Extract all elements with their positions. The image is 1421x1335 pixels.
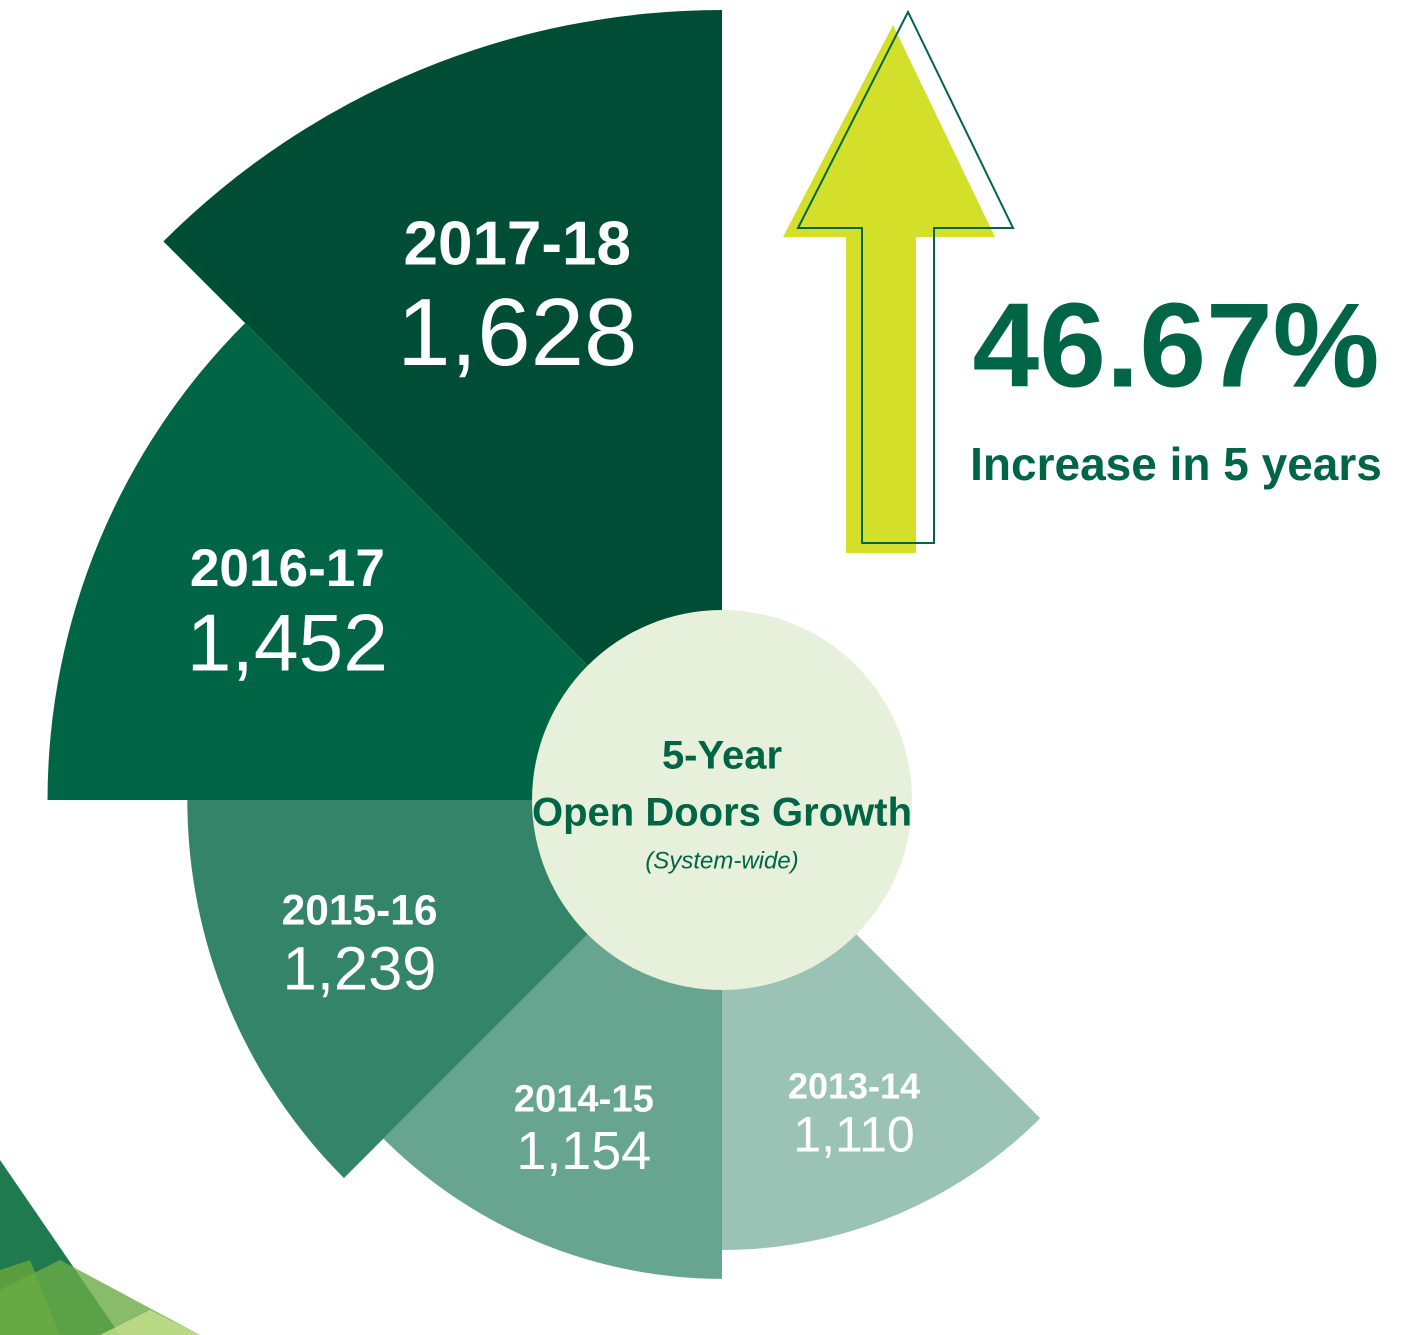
category-label: 2017-18 [403, 209, 631, 278]
wedge [47, 323, 722, 800]
annotation-value: 46.67% [973, 279, 1380, 413]
corner-shape [100, 1310, 200, 1335]
category-label: 2013-14 [788, 1065, 920, 1106]
annotation-caption: Increase in 5 years [970, 438, 1382, 490]
center-circle [532, 610, 912, 990]
arrow-outline [796, 9, 1015, 544]
value-label: 1,110 [793, 1107, 914, 1163]
category-label: 2015-16 [282, 886, 438, 933]
title-line: 5-Year [662, 734, 782, 778]
category-label: 2016-17 [190, 539, 385, 598]
value-label: 1,239 [283, 935, 437, 1004]
value-label: 1,154 [516, 1121, 651, 1181]
wedge [163, 10, 723, 800]
value-label: 1,628 [397, 279, 637, 386]
decoration [0, 1160, 200, 1335]
value-label: 1,452 [187, 598, 388, 688]
category-label: 2014-15 [514, 1077, 654, 1120]
title-line: Open Doors Growth [532, 791, 912, 835]
arrow-fill [783, 25, 995, 553]
subtitle: (System-wide) [645, 847, 798, 874]
arrow [783, 9, 1015, 553]
